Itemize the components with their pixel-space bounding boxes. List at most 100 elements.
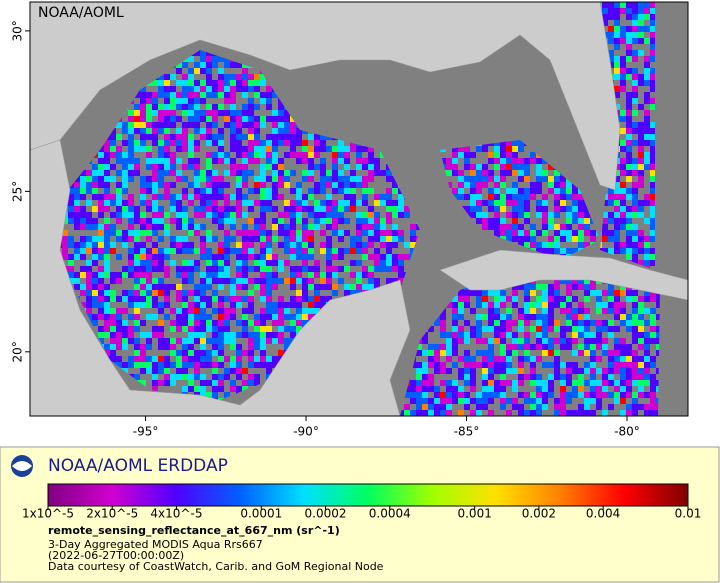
pixel	[620, 128, 626, 134]
pixel	[212, 176, 218, 182]
pixel	[644, 260, 650, 266]
pixel	[518, 224, 524, 230]
pixel	[626, 170, 632, 176]
pixel	[212, 344, 218, 350]
pixel	[608, 356, 614, 362]
pixel	[266, 236, 272, 242]
pixel	[500, 230, 506, 236]
pixel	[188, 308, 194, 314]
pixel	[548, 374, 554, 380]
pixel	[212, 296, 218, 302]
pixel	[476, 362, 482, 368]
pixel	[272, 152, 278, 158]
pixel	[218, 188, 224, 194]
pixel	[290, 326, 296, 332]
pixel	[188, 332, 194, 338]
pixel	[170, 206, 176, 212]
pixel	[260, 338, 266, 344]
pixel	[248, 128, 254, 134]
pixel	[566, 338, 572, 344]
pixel	[428, 362, 434, 368]
pixel	[422, 374, 428, 380]
pixel	[290, 224, 296, 230]
pixel	[506, 152, 512, 158]
pixel	[650, 170, 656, 176]
pixel	[374, 170, 380, 176]
pixel	[152, 170, 158, 176]
pixel	[182, 308, 188, 314]
pixel	[644, 356, 650, 362]
pixel	[182, 176, 188, 182]
pixel	[176, 296, 182, 302]
pixel	[92, 290, 98, 296]
pixel	[290, 254, 296, 260]
pixel	[218, 248, 224, 254]
pixel	[644, 152, 650, 158]
pixel	[98, 206, 104, 212]
pixel	[236, 272, 242, 278]
pixel	[536, 332, 542, 338]
pixel	[146, 104, 152, 110]
pixel	[518, 374, 524, 380]
pixel	[338, 248, 344, 254]
pixel	[644, 248, 650, 254]
pixel	[248, 374, 254, 380]
pixel	[290, 122, 296, 128]
pixel	[206, 68, 212, 74]
pixel	[98, 284, 104, 290]
pixel	[98, 200, 104, 206]
pixel	[548, 392, 554, 398]
pixel	[614, 32, 620, 38]
pixel	[158, 164, 164, 170]
pixel	[140, 92, 146, 98]
pixel	[644, 116, 650, 122]
pixel	[626, 2, 632, 8]
pixel	[458, 338, 464, 344]
pixel	[638, 344, 644, 350]
pixel	[338, 140, 344, 146]
pixel	[482, 380, 488, 386]
pixel	[230, 386, 236, 392]
pixel	[122, 128, 128, 134]
pixel	[272, 194, 278, 200]
pixel	[428, 374, 434, 380]
pixel	[176, 338, 182, 344]
pixel	[572, 332, 578, 338]
pixel	[602, 350, 608, 356]
pixel	[248, 236, 254, 242]
pixel	[500, 314, 506, 320]
pixel	[176, 170, 182, 176]
pixel	[272, 164, 278, 170]
pixel	[506, 296, 512, 302]
pixel	[284, 326, 290, 332]
pixel	[140, 182, 146, 188]
pixel	[182, 350, 188, 356]
pixel	[650, 200, 656, 206]
pixel	[218, 356, 224, 362]
pixel	[458, 176, 464, 182]
pixel	[470, 200, 476, 206]
pixel	[224, 236, 230, 242]
pixel	[200, 314, 206, 320]
pixel	[626, 290, 632, 296]
pixel	[524, 308, 530, 314]
pixel	[404, 212, 410, 218]
pixel	[266, 146, 272, 152]
pixel	[602, 14, 608, 20]
pixel	[488, 314, 494, 320]
pixel	[590, 374, 596, 380]
pixel	[596, 302, 602, 308]
pixel	[248, 116, 254, 122]
pixel	[362, 200, 368, 206]
pixel	[452, 146, 458, 152]
pixel	[236, 152, 242, 158]
pixel	[644, 296, 650, 302]
pixel	[584, 284, 590, 290]
pixel	[116, 122, 122, 128]
pixel	[368, 254, 374, 260]
pixel	[266, 260, 272, 266]
pixel	[452, 332, 458, 338]
pixel	[92, 194, 98, 200]
pixel	[560, 308, 566, 314]
pixel	[482, 218, 488, 224]
